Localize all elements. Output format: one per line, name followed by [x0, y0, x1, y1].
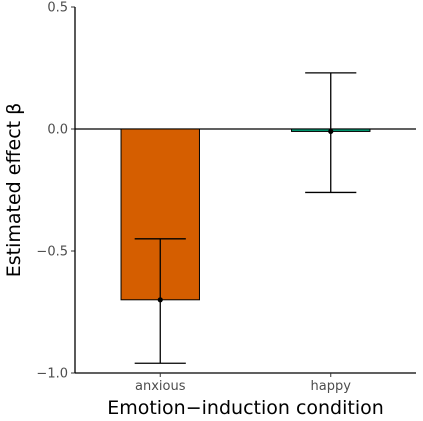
x-tick-label: anxious [135, 379, 186, 394]
y-tick-label: 0.5 [47, 1, 68, 16]
point-estimate-happy [328, 128, 334, 135]
x-axis-title: Emotion−induction condition [107, 397, 384, 419]
y-axis-ticks: 0.5 0.0 −0.5 −1.0 [36, 1, 75, 382]
point-estimate-anxious [157, 297, 163, 303]
y-tick-label: −1.0 [36, 367, 68, 382]
x-axis-ticks: anxious happy [135, 373, 351, 394]
y-axis-title: Estimated effect β [3, 103, 25, 278]
y-tick-label: −0.5 [36, 245, 68, 260]
x-tick-label: happy [311, 379, 352, 394]
error-bars [134, 72, 357, 364]
y-tick-label: 0.0 [47, 123, 68, 138]
bars [120, 128, 371, 301]
